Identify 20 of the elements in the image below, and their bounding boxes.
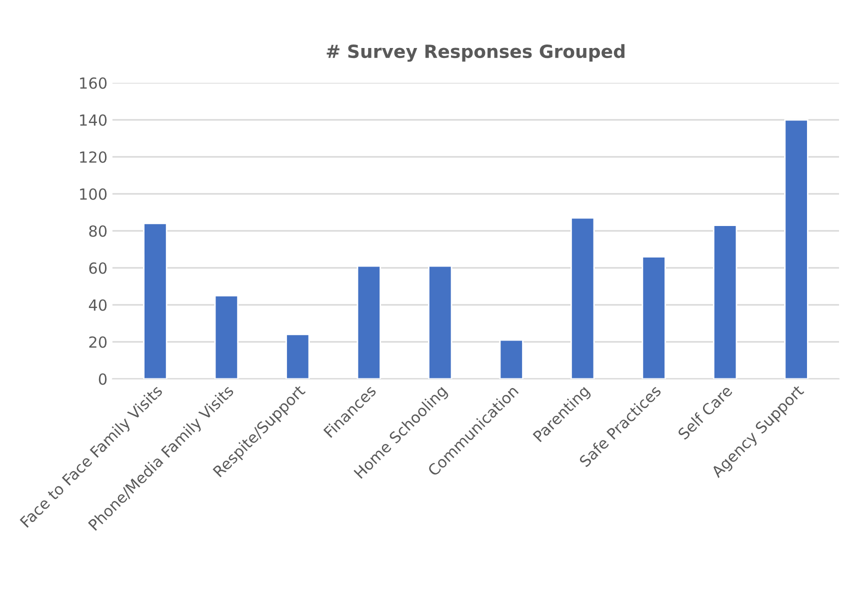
- bar: [286, 334, 310, 379]
- bar: [214, 294, 239, 379]
- bar: [712, 224, 738, 379]
- y-tick-label: 60: [89, 262, 107, 274]
- bar: [356, 265, 381, 379]
- bar: [642, 256, 666, 379]
- bar: [428, 265, 452, 379]
- y-tick-label: 80: [89, 225, 107, 237]
- chart-title: # Survey Responses Grouped: [326, 44, 624, 62]
- bar: [499, 339, 524, 379]
- y-tick-label: 120: [80, 151, 107, 163]
- y-tick-label: 20: [89, 336, 107, 348]
- bar: [784, 119, 808, 379]
- bar: [570, 217, 595, 379]
- y-tick-label: 100: [80, 188, 107, 200]
- y-tick-label: 160: [80, 77, 107, 89]
- y-tick-label: 40: [88, 299, 107, 311]
- y-tick-label: 140: [80, 114, 107, 126]
- y-tick-label: 0: [98, 373, 107, 385]
- bar: [143, 222, 168, 379]
